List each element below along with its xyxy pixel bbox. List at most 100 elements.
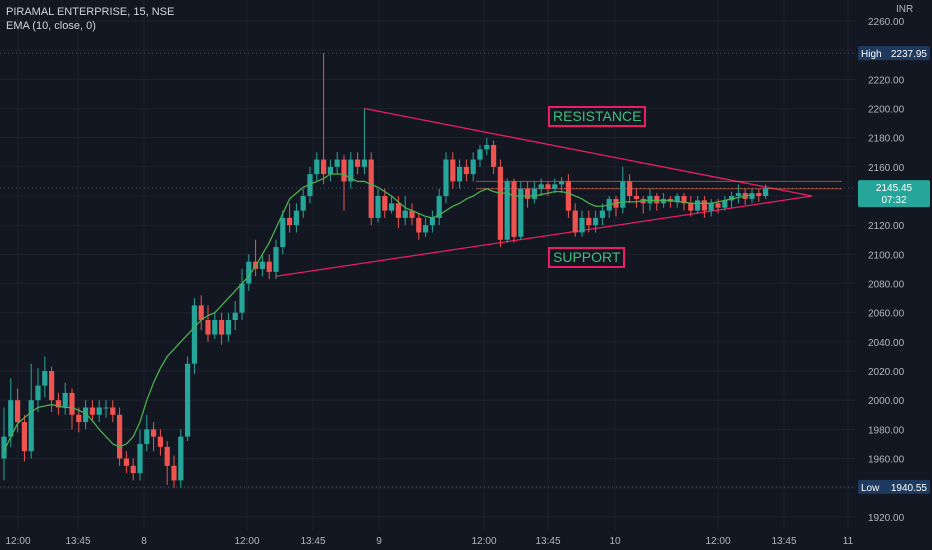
candle-body [729,196,735,201]
candle-body [96,407,102,415]
candle-body [321,159,327,175]
candle-body [205,319,211,335]
candle-body [151,429,157,437]
candle-body [572,210,578,233]
y-tick-label: 1960.00 [868,455,905,466]
candle-body [171,465,177,481]
candle-body [334,159,340,167]
candle-body [15,400,21,423]
candle-body [157,436,163,447]
candle-body [654,196,660,204]
candle-body [722,200,728,208]
candle-body [756,193,762,197]
y-tick-label: 1980.00 [868,425,905,436]
indicator-legend[interactable]: EMA (10, close, 0) [6,20,96,32]
price-axis[interactable]: 1920.001940.001960.001980.002000.002020.… [856,0,932,550]
candle-body [436,196,442,218]
time-axis[interactable]: 12:00 13:45 8 12:00 13:45 9 12:00 13:45 10 12:00 1… [5,536,853,547]
candle-body [110,407,116,415]
candle-body [198,305,204,320]
ema-series [3,173,753,452]
candle-body [361,159,367,167]
candle-body [232,312,238,320]
candle-body [300,196,306,211]
candle-body [579,217,585,233]
candle-body [164,446,170,466]
y-tick-label: 2200.00 [868,105,905,116]
candle-body [259,261,265,269]
candle-body [89,407,95,415]
candle-body [504,181,510,240]
candles [1,53,769,488]
candle-body [103,407,109,409]
candle-body [620,181,626,208]
candle-body [681,196,687,204]
candle-body [470,159,476,175]
candle-body [708,203,714,211]
y-tick-label: 2040.00 [868,338,905,349]
x-tick-label: 13:45 [535,536,560,547]
y-tick-label: 1920.00 [868,513,905,524]
candle-body [531,188,537,199]
candle-body [735,193,741,197]
currency-label: INR [896,4,914,15]
candle-body [695,200,701,211]
candle-body [443,159,449,197]
candle-body [565,181,571,211]
candle-body [463,166,469,175]
candle-body [348,159,354,182]
x-tick-label: 8 [141,536,147,547]
candle-body [375,196,381,218]
candle-body [49,371,55,401]
candle-body [538,184,544,189]
price-axis-bg [856,0,932,550]
candle-body [1,436,7,459]
candle-body [28,400,34,452]
candle-body [477,149,483,160]
support-annotation[interactable]: SUPPORT [548,247,626,268]
y-tick-label: 2020.00 [868,367,905,378]
high-tag [858,46,930,61]
x-tick-label: 13:45 [65,536,90,547]
candle-body [599,210,605,218]
candle-body [130,465,136,474]
candle-body [21,422,27,452]
y-tick-label: 2100.00 [868,250,905,261]
candle-body [212,319,218,335]
candle-body [355,159,361,167]
candle-body [647,196,653,204]
candle-body [42,371,48,386]
candle-body [749,193,755,199]
last-price-tag [858,180,930,208]
candle-body [185,363,191,437]
candle-body [144,429,150,444]
candle-body [593,217,599,226]
x-tick-label: 12:00 [705,536,730,547]
candle-body [525,188,531,199]
candle-body [178,436,184,481]
candle-body [661,198,667,204]
candle-body [83,407,89,423]
symbol-title[interactable]: PIRAMAL ENTERPRISE, 15, NSE [6,6,175,18]
x-tick-label: 9 [376,536,382,547]
candle-body [511,181,517,237]
candle-body [402,210,408,218]
last-price-value: 2145.45 [876,183,913,194]
candle-body [674,196,680,202]
candle-body [423,225,429,233]
candle-body [273,247,279,272]
candle-body [246,261,252,284]
candle-body [450,159,456,182]
x-tick-label: 12:00 [5,536,30,547]
y-tick-label: 2160.00 [868,163,905,174]
candle-body [518,188,524,237]
candle-body [457,166,463,182]
candle-body [627,181,633,197]
y-tick-label: 2260.00 [868,17,905,28]
candle-body [280,217,286,248]
candle-body [137,443,143,474]
candle-body [416,217,422,233]
resistance-annotation[interactable]: RESISTANCE [548,106,647,127]
high-tag-value: 2237.95 [891,49,928,60]
